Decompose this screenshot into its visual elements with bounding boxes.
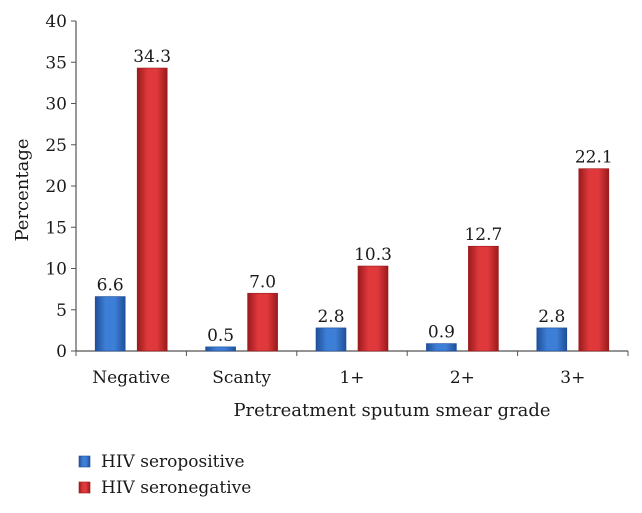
bar-seropositive [536, 327, 568, 352]
y-tick-label: 25 [45, 136, 67, 156]
y-tick-label: 5 [56, 301, 67, 321]
bar-seropositive [426, 343, 457, 352]
data-label: 10.3 [354, 245, 392, 265]
bar-seronegative [357, 265, 389, 352]
y-tick-label: 40 [45, 12, 67, 32]
bar-seropositive [94, 296, 126, 352]
data-label: 12.7 [464, 225, 502, 245]
legend-label: HIV seronegative [101, 478, 251, 498]
x-tick-label: Scanty [212, 368, 271, 388]
legend-swatch [78, 481, 91, 494]
bar-seronegative [468, 245, 499, 352]
x-tick-label: 2+ [450, 368, 475, 388]
bar-seronegative [136, 67, 168, 352]
legend-label: HIV seropositive [101, 452, 245, 472]
data-label: 2.8 [317, 307, 344, 327]
legend-swatch [78, 455, 91, 468]
y-tick-label: 10 [45, 260, 67, 280]
bars [94, 67, 610, 352]
data-label: 6.6 [97, 276, 124, 296]
y-tick-label: 15 [45, 218, 67, 238]
x-tick-label: 1+ [339, 368, 364, 388]
bar-seronegative [578, 168, 610, 352]
x-tick-label: Negative [92, 368, 170, 388]
data-label: 7.0 [249, 272, 276, 292]
bar-seropositive [315, 327, 347, 352]
legend: HIV seropositive HIV seronegative [78, 452, 251, 498]
data-label: 34.3 [133, 47, 171, 67]
x-axis-ticks: Negative Scanty 1+ 2+ 3+ [75, 351, 629, 388]
x-tick-label: 3+ [560, 368, 585, 388]
data-labels: 6.6 34.3 0.5 7.0 2.8 10.3 0.9 12.7 2.8 22.1 [97, 47, 613, 346]
y-axis-title: Percentage [12, 138, 33, 241]
y-axis-ticks: 0 5 10 15 20 25 30 35 40 [45, 12, 76, 362]
data-label: 2.8 [538, 307, 565, 327]
x-axis-title: Pretreatment sputum smear grade [233, 400, 550, 421]
bar-seronegative [247, 292, 278, 352]
data-label: 22.1 [575, 148, 613, 168]
y-tick-label: 0 [56, 342, 67, 362]
y-tick-label: 20 [45, 177, 67, 197]
data-label: 0.5 [207, 326, 234, 346]
y-tick-label: 35 [45, 53, 67, 73]
data-label: 0.9 [428, 323, 455, 343]
y-tick-label: 30 [45, 95, 67, 115]
bar-seropositive [205, 346, 236, 352]
